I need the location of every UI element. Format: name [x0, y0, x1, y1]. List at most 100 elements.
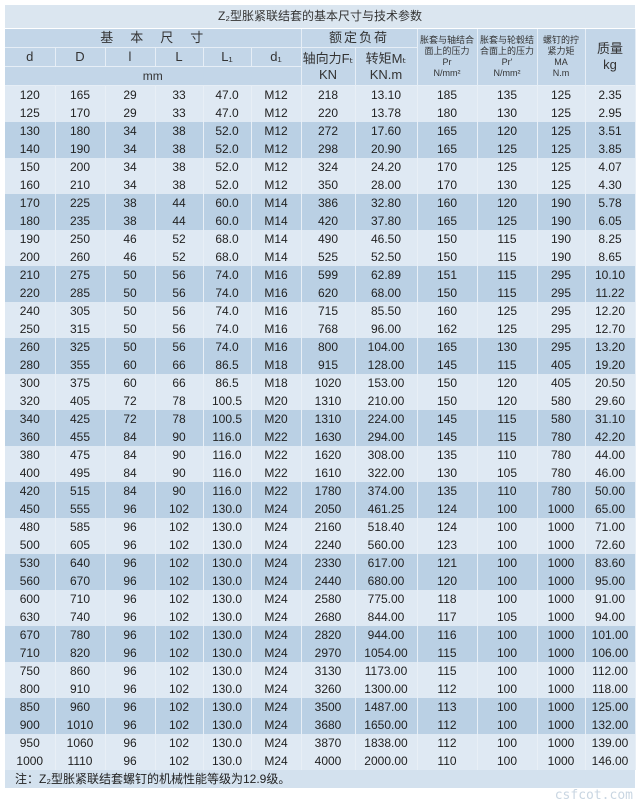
table-cell: 47.0	[203, 104, 252, 122]
table-cell: 96	[105, 752, 156, 770]
table-cell: 600	[5, 590, 56, 608]
table-cell: M16	[251, 338, 302, 356]
axial-force-unit: KN	[318, 66, 338, 82]
table-cell: 145	[417, 410, 478, 428]
table-cell: 128.00	[355, 356, 418, 374]
table-cell: M24	[251, 716, 302, 734]
table-cell: 160	[417, 302, 478, 320]
table-cell: 125	[537, 85, 586, 104]
table-cell: 190	[537, 212, 586, 230]
table-cell: 50	[105, 284, 156, 302]
table-cell: 2050	[301, 500, 356, 518]
table-cell: 1000	[5, 752, 56, 770]
table-cell: 72.60	[585, 536, 636, 554]
table-cell: 1487.00	[355, 698, 418, 716]
table-cell: 125	[5, 104, 56, 122]
table-cell: 2.35	[585, 85, 636, 104]
table-cell: 599	[301, 266, 356, 284]
table-row: 250 315 50 56 74.0 M16 768 96.00 162 125 295 12.70	[5, 320, 636, 338]
table-cell: 165	[417, 140, 478, 158]
table-cell: 31.10	[585, 410, 636, 428]
table-cell: 102	[155, 626, 204, 644]
table-cell: 52.50	[355, 248, 418, 266]
table-cell: 2240	[301, 536, 356, 554]
table-cell: 102	[155, 518, 204, 536]
table-cell: M24	[251, 554, 302, 572]
table-row: 900 1010 96 102 130.0 M24 3680 1650.00 112 100 100…	[5, 716, 636, 734]
table-cell: 200	[55, 158, 106, 176]
table-cell: 153.00	[355, 374, 418, 392]
table-cell: M24	[251, 662, 302, 680]
table-cell: 47.0	[203, 85, 252, 104]
table-cell: 102	[155, 662, 204, 680]
table-cell: 100	[477, 590, 538, 608]
table-cell: 5.78	[585, 194, 636, 212]
table-cell: 1000	[537, 572, 586, 590]
table-cell: 500	[5, 536, 56, 554]
table-cell: 740	[55, 608, 106, 626]
table-cell: 100.5	[203, 392, 252, 410]
table-cell: 295	[537, 302, 586, 320]
table-row: 120 165 29 33 47.0 M12 218 13.10 185 135 125 2.35	[5, 85, 636, 104]
table-cell: 3680	[301, 716, 356, 734]
table-cell: M24	[251, 626, 302, 644]
table-cell: 32.80	[355, 194, 418, 212]
table-cell: 620	[301, 284, 356, 302]
table-cell: 750	[5, 662, 56, 680]
table-cell: 115	[477, 230, 538, 248]
col-pr-hub: 胀套与轮毂结合面上的压力 Pr' N/mm²	[477, 28, 538, 86]
table-cell: 910	[55, 680, 106, 698]
table-cell: 38	[155, 158, 204, 176]
table-cell: 355	[55, 356, 106, 374]
table-cell: 715	[301, 302, 356, 320]
table-cell: 130	[417, 464, 478, 482]
table-cell: 96	[105, 734, 156, 752]
table-cell: 90	[155, 482, 204, 500]
table-cell: 29	[105, 85, 156, 104]
table-cell: M14	[251, 212, 302, 230]
table-cell: 6.05	[585, 212, 636, 230]
table-row: 750 860 96 102 130.0 M24 3130 1173.00 115 100 1000…	[5, 662, 636, 680]
table-cell: 78	[155, 392, 204, 410]
table-cell: 11.22	[585, 284, 636, 302]
table-cell: 112	[417, 734, 478, 752]
table-row: 200 260 46 52 68.0 M14 525 52.50 150 115 190 8.65	[5, 248, 636, 266]
table-cell: 13.20	[585, 338, 636, 356]
table-cell: M12	[251, 104, 302, 122]
table-cell: 130.0	[203, 716, 252, 734]
table-cell: 113	[417, 698, 478, 716]
table-cell: 374.00	[355, 482, 418, 500]
bolt-torque-symbol: MA	[554, 57, 568, 67]
table-cell: 340	[5, 410, 56, 428]
table-cell: 530	[5, 554, 56, 572]
table-cell: 102	[155, 734, 204, 752]
table-row: 160 210 34 38 52.0 M12 350 28.00 170 130 125 4.30	[5, 176, 636, 194]
table-cell: 68.0	[203, 248, 252, 266]
table-row: 260 325 50 56 74.0 M16 800 104.00 165 130 295 13.20	[5, 338, 636, 356]
footnote: 注：Z₂型胀紧联结套螺钉的机械性能等级为12.9级。	[5, 770, 635, 788]
table-row: 340 425 72 78 100.5 M20 1310 224.00 145 115 580 31.…	[5, 410, 636, 428]
table-cell: 1000	[537, 518, 586, 536]
table-cell: 116.0	[203, 428, 252, 446]
table-cell: M12	[251, 176, 302, 194]
table-cell: 68.00	[355, 284, 418, 302]
table-cell: 475	[55, 446, 106, 464]
table-cell: 285	[55, 284, 106, 302]
table-cell: 112	[417, 680, 478, 698]
table-cell: 260	[5, 338, 56, 356]
torque-unit: KN.m	[369, 66, 403, 82]
table-cell: 150	[417, 284, 478, 302]
table-cell: 2580	[301, 590, 356, 608]
table-cell: M12	[251, 122, 302, 140]
table-cell: 118.00	[585, 680, 636, 698]
table-cell: 130.0	[203, 698, 252, 716]
table-row: 600 710 96 102 130.0 M24 2580 775.00 118 100 1000 9…	[5, 590, 636, 608]
table-cell: 2820	[301, 626, 356, 644]
table-cell: 125	[537, 104, 586, 122]
table-cell: M24	[251, 572, 302, 590]
table-cell: 100	[477, 680, 538, 698]
table-cell: 170	[55, 104, 106, 122]
table-cell: 60.0	[203, 194, 252, 212]
table-row: 950 1060 96 102 130.0 M24 3870 1838.00 112 100 100…	[5, 734, 636, 752]
table-cell: 102	[155, 554, 204, 572]
